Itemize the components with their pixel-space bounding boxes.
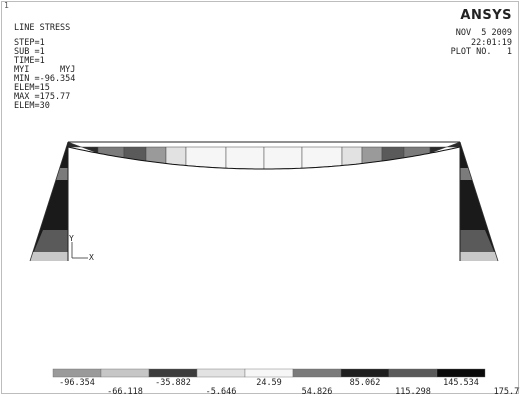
plot-info-block: LINE STRESS STEP=1 SUB =1 TIME=1 MYI MYJ… [14, 24, 75, 111]
right-column-moment [459, 141, 499, 262]
legend-color-cell [244, 368, 294, 378]
legend-color-cell [100, 368, 150, 378]
frame-structure-lines [67, 141, 461, 261]
max-value-label: MAX =175.77 [14, 92, 71, 102]
beam-moment-segment [123, 146, 147, 162]
axis-triad [71, 242, 88, 259]
legend-color-cell [388, 368, 438, 378]
beam-moment-band [67, 141, 461, 170]
y-axis-label: Y [69, 234, 74, 243]
beam-moment-segment [165, 146, 187, 166]
time-label: TIME=1 [14, 56, 45, 66]
min-elem-label: ELEM=15 [14, 83, 50, 93]
contour-legend-bar [52, 368, 486, 378]
beam-moment-segment [225, 146, 265, 170]
window-number: 1 [4, 1, 9, 10]
plot-number-label: PLOT NO. 1 [450, 47, 512, 57]
min-value-label: MIN =-96.354 [14, 74, 76, 84]
left-column-moment [29, 141, 69, 262]
beam-moment-segment [97, 146, 125, 159]
legend-color-cell [292, 368, 342, 378]
date-label: NOV 5 2009 [455, 28, 512, 38]
beam-moment-segment [381, 146, 405, 162]
time-of-day-label: 22:01:19 [471, 37, 512, 48]
beam-moment-segment [185, 146, 227, 169]
plot-title: LINE STRESS [14, 23, 71, 33]
beam-moment-segment [403, 146, 431, 159]
max-elem-label: ELEM=30 [14, 101, 50, 111]
items-label: MYI MYJ [14, 65, 76, 75]
beam-moment-outline [67, 142, 461, 170]
beam-moment-segment [263, 146, 303, 170]
legend-color-cell [148, 368, 198, 378]
legend-color-cell [340, 368, 390, 378]
legend-color-cell [196, 368, 246, 378]
legend-color-cell [436, 368, 486, 378]
beam-moment-segment [341, 146, 363, 166]
beam-moment-segment [301, 146, 343, 169]
legend-color-cell [52, 368, 102, 378]
substep-label: SUB =1 [14, 47, 45, 57]
x-axis-label: X [89, 253, 94, 262]
step-label: STEP=1 [14, 38, 45, 48]
plot-meta: NOV 5 2009 22:01:19 PLOT NO. 1 [450, 28, 512, 58]
ansys-logo: ANSYS [460, 8, 512, 23]
